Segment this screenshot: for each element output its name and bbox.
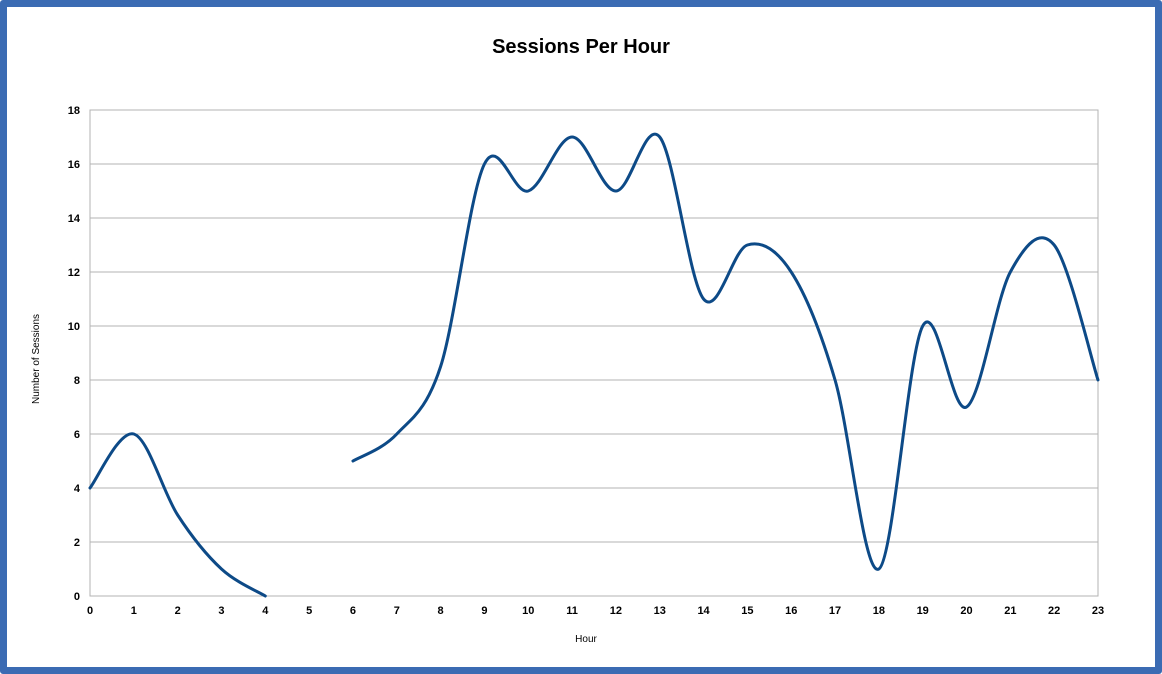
plot-area (89, 109, 1099, 597)
y-tick-label: 2 (74, 537, 80, 549)
x-axis-ticks: 0 1 2 3 4 5 6 7 8 9 10 11 12 13 14 15 16 17 18 19 20 21 22 23 (87, 605, 1104, 617)
x-tick-label: 4 (262, 605, 269, 617)
x-tick-label: 13 (654, 605, 666, 617)
series-line (88, 432, 267, 598)
x-tick-label: 14 (697, 605, 710, 617)
x-tick-label: 17 (829, 605, 841, 617)
y-tick-label: 6 (74, 429, 80, 441)
x-tick-label: 0 (87, 605, 93, 617)
chart-title: Sessions Per Hour (492, 36, 670, 58)
series-group (88, 132, 1100, 598)
x-axis-label: Hour (575, 634, 597, 645)
x-tick-label: 21 (1004, 605, 1016, 617)
x-tick-label: 8 (438, 605, 444, 617)
x-tick-label: 10 (522, 605, 534, 617)
x-tick-label: 22 (1048, 605, 1060, 617)
x-tick-label: 2 (175, 605, 181, 617)
x-tick-label: 5 (306, 605, 312, 617)
x-tick-label: 1 (131, 605, 137, 617)
y-tick-label: 16 (68, 159, 80, 171)
y-tick-label: 4 (74, 483, 81, 495)
y-tick-label: 12 (68, 267, 80, 279)
x-tick-label: 6 (350, 605, 356, 617)
x-tick-label: 15 (741, 605, 753, 617)
x-tick-label: 16 (785, 605, 797, 617)
y-tick-label: 8 (74, 375, 80, 387)
y-axis-label: Number of Sessions (31, 314, 42, 404)
y-axis-ticks: 0 2 4 6 8 10 12 14 16 18 (68, 105, 81, 603)
x-tick-label: 7 (394, 605, 400, 617)
x-tick-label: 9 (481, 605, 487, 617)
x-tick-label: 23 (1092, 605, 1104, 617)
y-tick-label: 10 (68, 321, 80, 333)
x-tick-label: 20 (960, 605, 972, 617)
grid-lines (90, 163, 1098, 543)
x-tick-label: 12 (610, 605, 622, 617)
x-tick-label: 19 (917, 605, 929, 617)
y-tick-label: 18 (68, 105, 80, 117)
y-tick-label: 0 (74, 591, 80, 603)
series-line (351, 132, 1100, 571)
x-tick-label: 3 (218, 605, 224, 617)
x-tick-label: 11 (566, 605, 578, 617)
y-tick-label: 14 (68, 213, 81, 225)
x-tick-label: 18 (873, 605, 885, 617)
